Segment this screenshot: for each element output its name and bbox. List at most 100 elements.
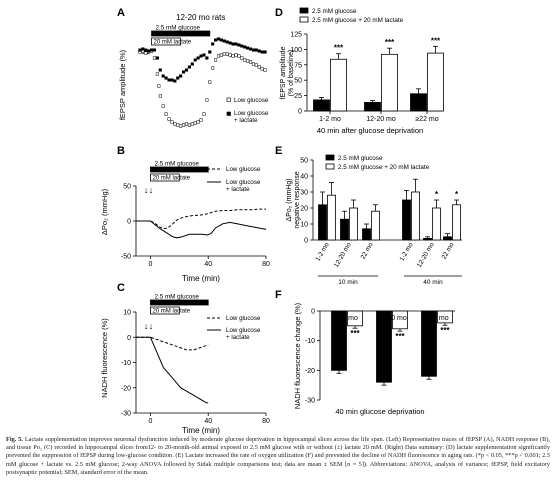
panel-a-lactate-point	[228, 41, 232, 45]
arrow-icon-c-1: ↓	[144, 321, 149, 331]
panel-a-low-glucose-point	[237, 54, 241, 58]
panel-a-legend-lactate-line2: + lactate	[234, 117, 258, 124]
panel-e-bar	[452, 204, 461, 241]
panel-c-lactate-line	[136, 336, 209, 404]
panel-e-significance: *	[435, 190, 439, 199]
panel-a-low-glucose-point	[222, 52, 226, 56]
panel-b-y-tick-label: -50	[121, 254, 131, 261]
caption-text: Lactate supplementation improves neurona…	[6, 436, 550, 476]
panel-e-y-tick-label: 40	[300, 174, 308, 181]
panel-a-lactate-point	[202, 53, 206, 57]
panel-a-low-glucose-point	[219, 53, 223, 57]
panel-e-group-label-10min: 10 min	[338, 279, 358, 286]
panel-a-low-glucose-point	[152, 56, 157, 60]
panel-a-low-glucose-point	[257, 65, 261, 69]
panel-a-low-glucose-point	[158, 94, 162, 98]
panel-a-low-glucose-point	[263, 68, 267, 72]
arrow-icon-b-2: ↓	[149, 185, 154, 195]
panel-c-y-tick-label: 0	[127, 335, 131, 342]
lactate-bar-a	[151, 37, 182, 46]
panel-d-bar	[427, 52, 444, 112]
panel-a-low-glucose-point	[248, 60, 253, 64]
panel-e-legend-label: 2.5 mM glucose + 20 mM lactate	[338, 164, 430, 171]
panel-e-bar	[432, 207, 441, 241]
panel-a-legend-lactate-line1: Low glucose	[234, 110, 269, 117]
panel-a-legend-marker	[226, 111, 231, 116]
panel-b-lactate-line	[136, 220, 267, 239]
panel-e-bar	[443, 236, 452, 241]
panel-f-y-tick-label: -20	[305, 368, 315, 375]
panel-e-bar	[349, 207, 358, 241]
panel-a-low-glucose-point	[176, 123, 180, 127]
panel-c-x-tick-label: 0	[148, 418, 152, 425]
panel-a-low-glucose-point	[208, 80, 212, 84]
panel-d-legend-swatch	[299, 16, 309, 23]
panel-d-bar	[364, 101, 381, 112]
panel-f-y-tick-label: -30	[305, 398, 315, 405]
panel-a-low-glucose-point	[155, 72, 159, 76]
panel-label-a: A	[117, 7, 125, 19]
panel-a-low-glucose-point	[211, 66, 215, 70]
panel-c-low-glucose-line	[136, 336, 209, 351]
panel-d-y-tick-label: 75	[294, 62, 302, 69]
panel-a-lactate-point	[205, 56, 209, 60]
glucose-bar-b	[150, 166, 209, 173]
panel-b-low-glucose-line	[136, 208, 266, 230]
panel-e-bar	[423, 237, 432, 241]
panel-a-low-glucose-point	[214, 58, 218, 62]
panel-e-bar	[318, 204, 327, 241]
panel-f-significance: ***	[440, 326, 450, 335]
panel-d-y-tick-label: 50	[294, 78, 302, 85]
panel-e-x-tick-label: 12-20 mo	[416, 241, 436, 269]
lactate-bar-label-a: 20 mM lactate	[154, 40, 192, 46]
panel-a-y-axis-label: fEPSP amplitude (%)	[118, 49, 127, 120]
panel-f-x-axis-label: 40 min glucose deprivation	[335, 407, 424, 416]
panel-a-lactate-point	[214, 38, 218, 42]
panel-a-lactate-point	[243, 45, 247, 49]
panel-a-low-glucose-point	[216, 54, 221, 58]
panel-a-low-glucose-point	[161, 104, 165, 108]
panel-a-lactate-point	[141, 47, 145, 51]
panel-d-x-tick-label: 1-2 mo	[319, 116, 341, 123]
panel-c-legend-lactate-line1: Low glucose	[226, 327, 261, 334]
panel-e-bar	[362, 228, 371, 241]
panel-a-lactate-point	[248, 47, 253, 51]
panel-e-significance: *	[455, 190, 459, 199]
panel-e-y-tick-label: 0	[304, 238, 308, 245]
panel-d-bar	[330, 58, 347, 112]
panel-e-y-axis-label-line2: negative response	[294, 171, 301, 228]
panel-e-x-tick-label: 12-20 mo	[333, 241, 353, 269]
panel-a-low-glucose-point	[164, 112, 168, 116]
panel-a-lactate-point	[150, 48, 154, 52]
panel-d-y-tick-label: 0	[298, 109, 302, 116]
panel-e-y-tick-label: 30	[300, 190, 308, 197]
panel-a-lactate-point	[161, 74, 165, 78]
panel-a-legend-marker	[226, 97, 231, 102]
panel-a-low-glucose-point	[228, 53, 232, 57]
panel-d-y-tick-label: 25	[294, 93, 302, 100]
lactate-bar-label-b: 20 mM lactate	[152, 176, 190, 182]
panel-a-lactate-point	[199, 54, 203, 58]
panel-c-y-tick-label: -10	[121, 360, 131, 367]
panel-a-title: 12-20 mo rats	[176, 13, 225, 22]
panel-a-lactate-point	[193, 58, 197, 62]
panel-a-lactate-point	[144, 48, 148, 52]
panel-a-low-glucose-point	[199, 118, 203, 122]
panel-b-legend-lactate-line2: + lactate	[226, 186, 250, 193]
panel-a-lactate-point	[208, 50, 212, 54]
glucose-bar-label-a: 2.5 mM glucose	[156, 25, 201, 32]
panel-d-legend-swatch	[299, 7, 309, 14]
panel-b-legend-low-glucose: Low glucose	[226, 166, 261, 173]
panel-f-x-tick-label: 12-20 mo	[377, 315, 407, 322]
panel-a-low-glucose-point	[196, 120, 200, 124]
panel-a-lactate-point	[234, 42, 238, 46]
panel-f-x-tick-label: ≥22 mo	[425, 315, 448, 322]
panel-a-lactate-point	[263, 50, 267, 54]
panel-a-low-glucose-point	[251, 62, 255, 66]
panel-a-lactate-point	[190, 62, 194, 66]
panel-e-bar	[327, 194, 336, 241]
panel-f-significance: ***	[350, 329, 360, 338]
panel-a-lactate-point	[211, 42, 215, 46]
panel-c-y-tick-label: -30	[121, 411, 131, 418]
panel-e-x-tick-label: 1-2 mo	[399, 241, 415, 262]
